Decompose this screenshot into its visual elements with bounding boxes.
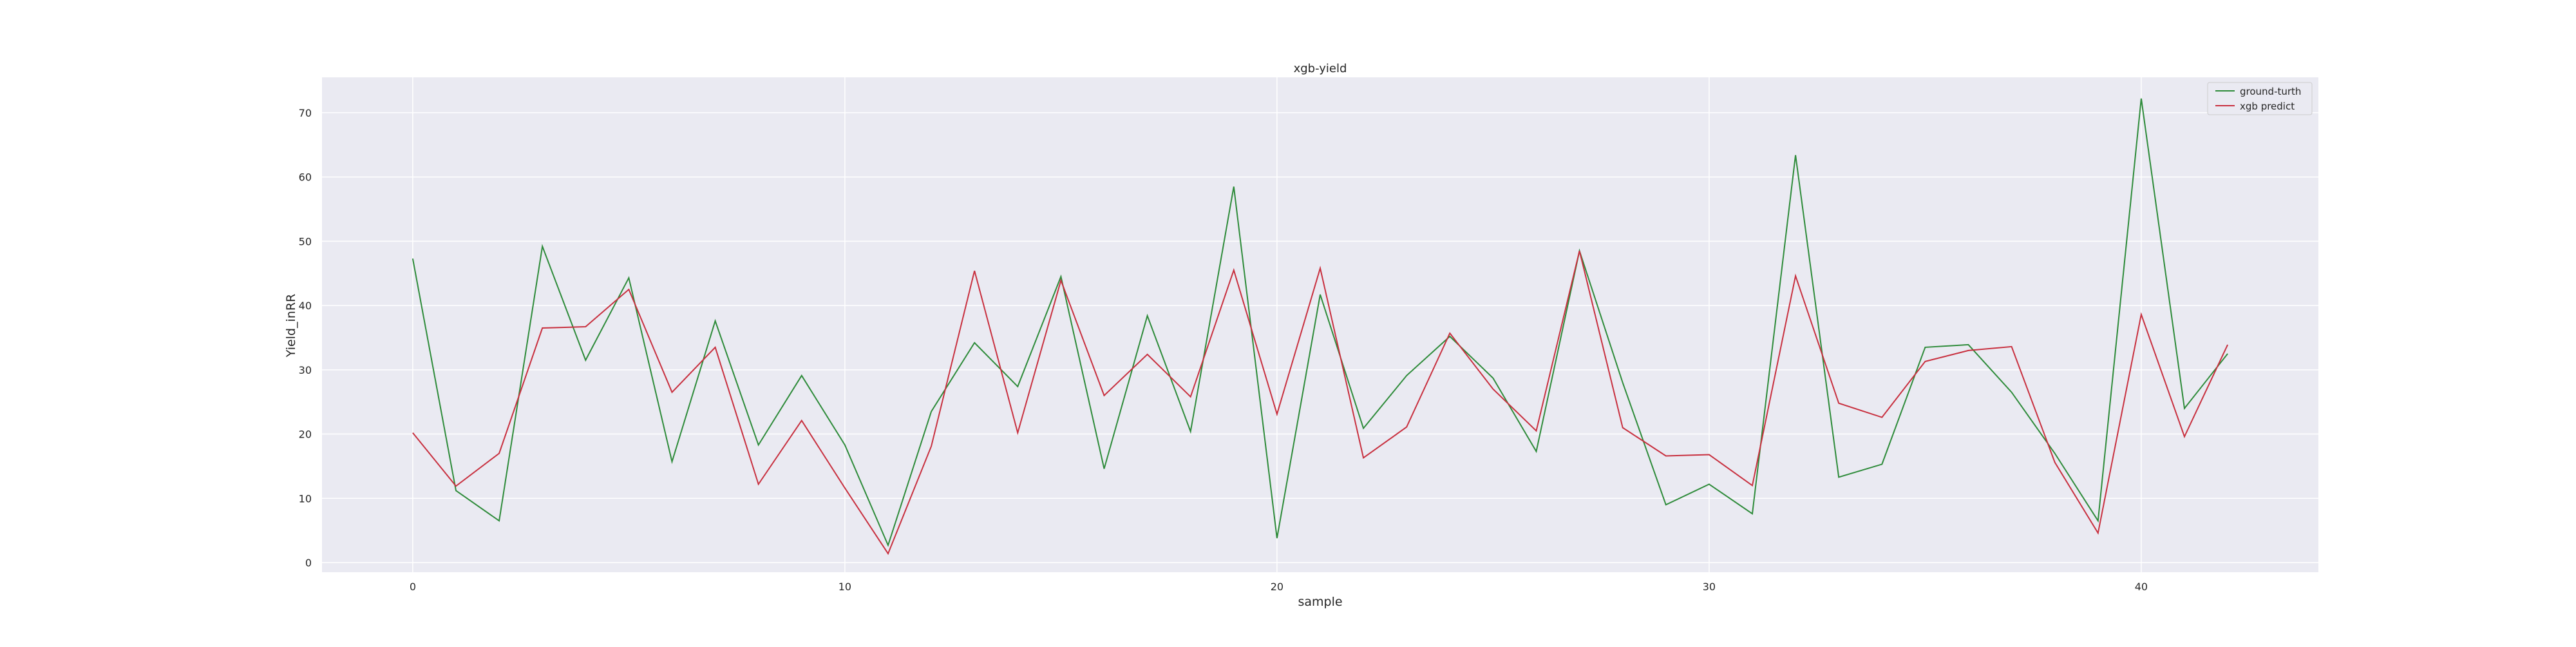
y-axis-label: Yield_inRR xyxy=(284,294,298,358)
y-tick-label: 10 xyxy=(299,492,312,505)
x-tick-label: 0 xyxy=(410,581,416,593)
x-tick-label: 30 xyxy=(1703,581,1716,593)
series-line-xgb-predict xyxy=(412,251,2229,555)
y-tick-label: 50 xyxy=(299,235,312,247)
y-tick-label: 60 xyxy=(299,171,312,184)
plot-area xyxy=(322,77,2318,572)
series-line-ground-truth xyxy=(412,98,2228,547)
legend: ground-turth xgb predict xyxy=(2207,82,2313,115)
y-tick-label: 40 xyxy=(299,300,312,312)
y-tick-label: 0 xyxy=(305,557,312,569)
tick-labels: 0 10 20 30 40 50 60 70 0 10 20 30 40 xyxy=(299,107,2148,593)
x-axis-label: sample xyxy=(1298,595,1342,609)
y-tick-label: 30 xyxy=(299,364,312,376)
chart-title: xgb-yield xyxy=(1294,62,1347,75)
x-tick-label: 10 xyxy=(838,581,851,593)
series-group xyxy=(412,98,2229,555)
legend-label-xgb-predict: xgb predict xyxy=(2240,101,2295,112)
grid xyxy=(322,77,2318,572)
y-tick-label: 20 xyxy=(299,429,312,441)
legend-label-ground-truth: ground-turth xyxy=(2240,86,2301,97)
y-tick-label: 70 xyxy=(299,107,312,119)
x-tick-label: 40 xyxy=(2135,581,2148,593)
x-tick-label: 20 xyxy=(1271,581,1283,593)
